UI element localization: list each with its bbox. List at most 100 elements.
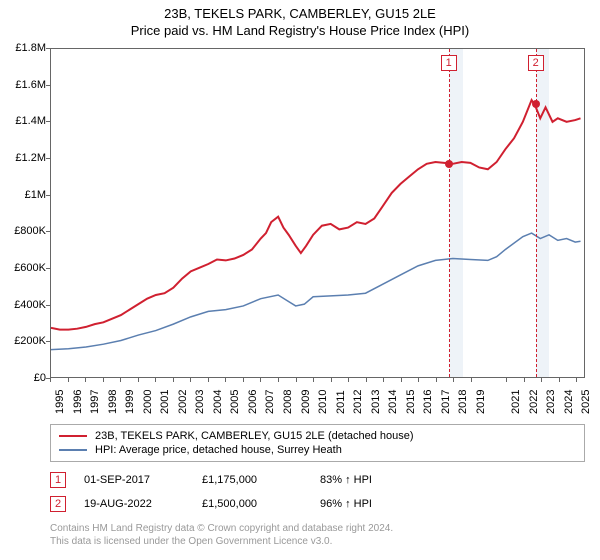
y-axis-label: £1M — [2, 189, 46, 201]
y-axis-label: £200K — [2, 335, 46, 347]
x-tick — [383, 378, 384, 382]
legend-label: HPI: Average price, detached house, Surr… — [95, 444, 342, 456]
y-tick — [46, 195, 50, 196]
y-tick — [46, 121, 50, 122]
x-tick — [85, 378, 86, 382]
title-block: 23B, TEKELS PARK, CAMBERLEY, GU15 2LE Pr… — [0, 0, 600, 38]
x-tick — [278, 378, 279, 382]
x-axis-label: 2003 — [194, 390, 206, 414]
sales-row: 101-SEP-2017£1,175,00083% ↑ HPI — [50, 468, 585, 492]
y-axis-label: £1.4M — [2, 115, 46, 127]
sales-table: 101-SEP-2017£1,175,00083% ↑ HPI219-AUG-2… — [50, 468, 585, 516]
x-axis-label: 2013 — [370, 390, 382, 414]
x-tick — [524, 378, 525, 382]
x-tick — [225, 378, 226, 382]
x-tick — [243, 378, 244, 382]
y-axis-label: £1.6M — [2, 79, 46, 91]
x-axis-label: 2016 — [422, 390, 434, 414]
series-price_paid — [51, 100, 581, 330]
series-hpi — [51, 233, 581, 350]
x-tick — [173, 378, 174, 382]
legend-section: 23B, TEKELS PARK, CAMBERLEY, GU15 2LE (d… — [50, 424, 585, 548]
x-tick — [366, 378, 367, 382]
x-tick — [331, 378, 332, 382]
y-tick — [46, 231, 50, 232]
y-tick — [46, 85, 50, 86]
x-axis-label: 2014 — [387, 390, 399, 414]
footnote: Contains HM Land Registry data © Crown c… — [50, 522, 585, 548]
y-axis-label: £800K — [2, 225, 46, 237]
y-axis-label: £1.8M — [2, 42, 46, 54]
legend-item: HPI: Average price, detached house, Surr… — [59, 443, 576, 457]
y-tick — [46, 341, 50, 342]
x-axis-label: 2023 — [545, 390, 557, 414]
x-tick — [418, 378, 419, 382]
legend-item: 23B, TEKELS PARK, CAMBERLEY, GU15 2LE (d… — [59, 429, 576, 443]
x-axis-label: 1999 — [124, 390, 136, 414]
x-tick — [576, 378, 577, 382]
sales-date: 19-AUG-2022 — [84, 498, 184, 510]
y-axis-label: £0 — [2, 372, 46, 384]
y-tick — [46, 158, 50, 159]
x-tick — [541, 378, 542, 382]
x-tick — [313, 378, 314, 382]
x-axis-label: 2002 — [177, 390, 189, 414]
x-tick — [506, 378, 507, 382]
legend-box: 23B, TEKELS PARK, CAMBERLEY, GU15 2LE (d… — [50, 424, 585, 462]
x-axis-label: 2010 — [317, 390, 329, 414]
x-axis-label: 2022 — [528, 390, 540, 414]
x-axis-label: 2019 — [475, 390, 487, 414]
x-axis-label: 2009 — [300, 390, 312, 414]
x-tick — [296, 378, 297, 382]
sales-price: £1,175,000 — [202, 474, 302, 486]
x-axis-label: 2000 — [142, 390, 154, 414]
sale-marker-box: 1 — [441, 55, 457, 71]
x-tick — [155, 378, 156, 382]
line-svg — [51, 49, 584, 377]
y-tick — [46, 305, 50, 306]
x-axis-label: 2008 — [282, 390, 294, 414]
x-axis-label: 1998 — [107, 390, 119, 414]
sale-marker-box: 2 — [528, 55, 544, 71]
x-tick — [190, 378, 191, 382]
x-tick — [138, 378, 139, 382]
title-address: 23B, TEKELS PARK, CAMBERLEY, GU15 2LE — [0, 6, 600, 21]
sales-date: 01-SEP-2017 — [84, 474, 184, 486]
x-axis-label: 2012 — [352, 390, 364, 414]
x-tick — [103, 378, 104, 382]
x-tick — [401, 378, 402, 382]
x-axis-label: 2017 — [440, 390, 452, 414]
footnote-line2: This data is licensed under the Open Gov… — [50, 535, 585, 548]
legend-swatch — [59, 449, 87, 451]
x-axis-label: 2007 — [264, 390, 276, 414]
sales-price: £1,500,000 — [202, 498, 302, 510]
y-axis-label: £400K — [2, 299, 46, 311]
x-axis-label: 2024 — [563, 390, 575, 414]
x-axis-label: 1997 — [89, 390, 101, 414]
x-tick — [559, 378, 560, 382]
footnote-line1: Contains HM Land Registry data © Crown c… — [50, 522, 585, 535]
y-tick — [46, 268, 50, 269]
x-axis-label: 2021 — [510, 390, 522, 414]
x-tick — [436, 378, 437, 382]
legend-label: 23B, TEKELS PARK, CAMBERLEY, GU15 2LE (d… — [95, 430, 414, 442]
x-tick — [68, 378, 69, 382]
x-axis-label: 2006 — [247, 390, 259, 414]
x-axis-label: 2018 — [457, 390, 469, 414]
x-axis-label: 2015 — [405, 390, 417, 414]
x-axis-label: 2011 — [335, 390, 347, 414]
sales-marker: 2 — [50, 496, 66, 512]
chart-container: 23B, TEKELS PARK, CAMBERLEY, GU15 2LE Pr… — [0, 0, 600, 560]
legend-swatch — [59, 435, 87, 437]
x-tick — [453, 378, 454, 382]
y-axis-label: £600K — [2, 262, 46, 274]
sale-vline — [449, 49, 450, 377]
sale-vline — [536, 49, 537, 377]
x-axis-label: 1995 — [54, 390, 66, 414]
x-tick — [471, 378, 472, 382]
x-axis-label: 1996 — [72, 390, 84, 414]
plot-area: 12 — [50, 48, 585, 378]
x-tick — [348, 378, 349, 382]
x-axis-label: 2001 — [159, 390, 171, 414]
sale-dot — [532, 100, 540, 108]
